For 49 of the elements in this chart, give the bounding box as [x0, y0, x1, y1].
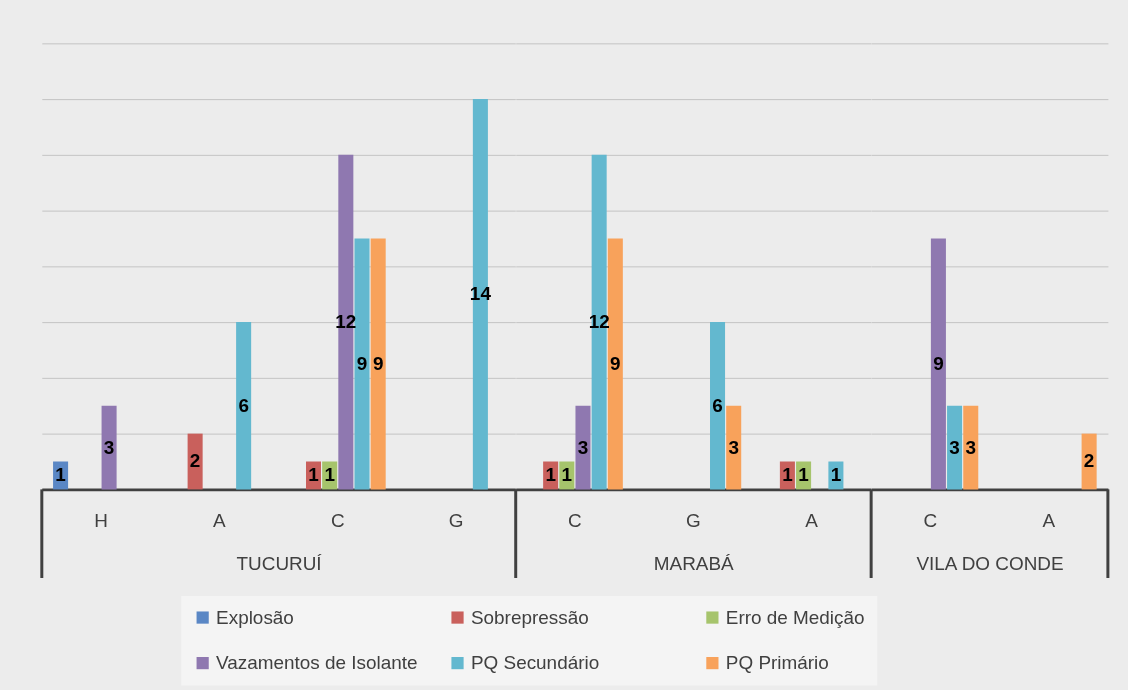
data-label: 1	[55, 464, 66, 486]
data-label: 2	[189, 450, 201, 472]
bar	[710, 322, 726, 490]
data-label: 3	[949, 436, 960, 458]
legend-label: Erro de Medição	[725, 606, 865, 628]
bar	[607, 238, 623, 490]
x-tick-label: A	[213, 509, 227, 531]
x-axis-title: VILA DO CONDE	[916, 552, 1064, 574]
bar	[354, 238, 370, 490]
data-label: 2	[1083, 450, 1095, 472]
bar	[338, 154, 354, 490]
x-tick-label: G	[685, 509, 701, 531]
legend-label: Explosão	[216, 606, 294, 628]
data-label: 3	[103, 436, 115, 458]
bar	[726, 405, 742, 490]
data-label: 1	[830, 464, 842, 486]
data-label: 3	[965, 436, 977, 458]
x-axis-title: TUCURUÍ	[236, 552, 323, 574]
data-label: 1	[308, 464, 319, 486]
legend-label: Vazamentos de Isolante	[216, 652, 418, 674]
data-label: 9	[933, 352, 944, 374]
data-label: 1	[782, 464, 793, 486]
data-label: 1	[561, 464, 573, 486]
data-label: 9	[610, 352, 621, 374]
data-label: 3	[577, 436, 589, 458]
x-tick-label: C	[330, 509, 345, 531]
data-label: 9	[356, 352, 368, 374]
data-label: 9	[372, 352, 384, 374]
data-label: 1	[798, 464, 809, 486]
data-label: 6	[238, 394, 249, 416]
legend-label: PQ Primário	[725, 652, 829, 674]
data-label: 6	[712, 394, 723, 416]
x-tick-label: A	[1042, 509, 1056, 531]
x-tick-label: C	[568, 509, 582, 531]
x-tick-label: C	[923, 509, 938, 531]
data-label: 1	[324, 464, 335, 486]
bar	[591, 154, 607, 490]
x-tick-label: G	[448, 509, 464, 531]
bar	[236, 322, 252, 490]
data-label: 1	[545, 464, 556, 486]
bar	[101, 405, 117, 490]
legend-label: PQ Secundário	[470, 652, 600, 674]
data-label: 3	[728, 436, 739, 458]
bar	[575, 405, 591, 490]
legend-label: Sobrepressão	[470, 606, 589, 628]
x-tick-label: H	[94, 509, 108, 531]
x-tick-label: A	[805, 509, 819, 531]
x-axis-title: MARABÁ	[653, 552, 735, 574]
bar	[370, 238, 386, 490]
